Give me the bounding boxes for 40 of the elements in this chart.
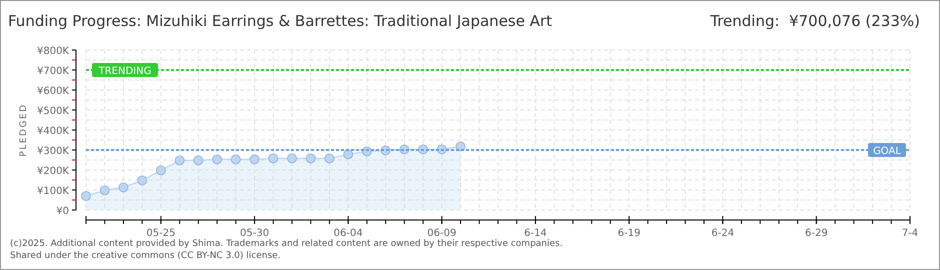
x-tick-label: 7-4 xyxy=(902,228,918,239)
point xyxy=(118,182,128,192)
y-tick-label: ¥800K xyxy=(36,46,70,57)
y-tick-label: ¥400K xyxy=(36,126,70,137)
point xyxy=(287,154,297,164)
x-tick-label: 05-25 xyxy=(146,228,176,239)
y-axis-title: PLEDGED xyxy=(19,103,29,157)
y-tick-label: ¥300K xyxy=(36,146,70,157)
text: (c)2025. Additional content provided by Shima. Trademarks and related content are owned by their respective companies. xyxy=(10,239,563,249)
y-tick-label: ¥0 xyxy=(56,206,69,217)
y-tick-label: ¥500K xyxy=(36,106,70,117)
ref-line-label: TRENDING xyxy=(98,66,152,77)
point xyxy=(193,156,204,166)
x-tick-label: 06-09 xyxy=(427,228,456,239)
point xyxy=(250,154,260,164)
x-tick-label: 6-29 xyxy=(805,228,828,239)
x-tick-label: 6-24 xyxy=(711,228,734,239)
y-tick-label: ¥600K xyxy=(36,86,70,97)
point xyxy=(212,154,222,164)
point xyxy=(174,156,185,166)
point xyxy=(230,154,241,164)
point xyxy=(81,191,91,201)
x-tick-label: 06-04 xyxy=(334,228,363,239)
y-tick-label: ¥700K xyxy=(36,66,70,77)
point xyxy=(324,154,334,164)
x-tick-label: 6-19 xyxy=(618,228,640,239)
point xyxy=(137,176,148,186)
point xyxy=(343,150,354,160)
y-tick-label: ¥100K xyxy=(36,186,70,197)
point xyxy=(306,154,316,164)
x-tick-label: 6-14 xyxy=(524,228,547,239)
x-tick-label: 05-30 xyxy=(240,228,270,239)
y-tick-label: ¥200K xyxy=(36,166,70,177)
ref-line-label: GOAL xyxy=(873,146,902,157)
chart-title: Funding Progress: Mizuhiki Earrings & Barrettes: Traditional Japanese Art xyxy=(8,12,552,30)
point xyxy=(156,166,166,176)
chart-subtitle: Trending: ¥700,076 (233%) xyxy=(709,12,920,30)
point xyxy=(268,154,278,164)
text: Shared under the creative commons (CC BY-NC 3.0) license. xyxy=(10,251,281,261)
point xyxy=(100,186,110,196)
